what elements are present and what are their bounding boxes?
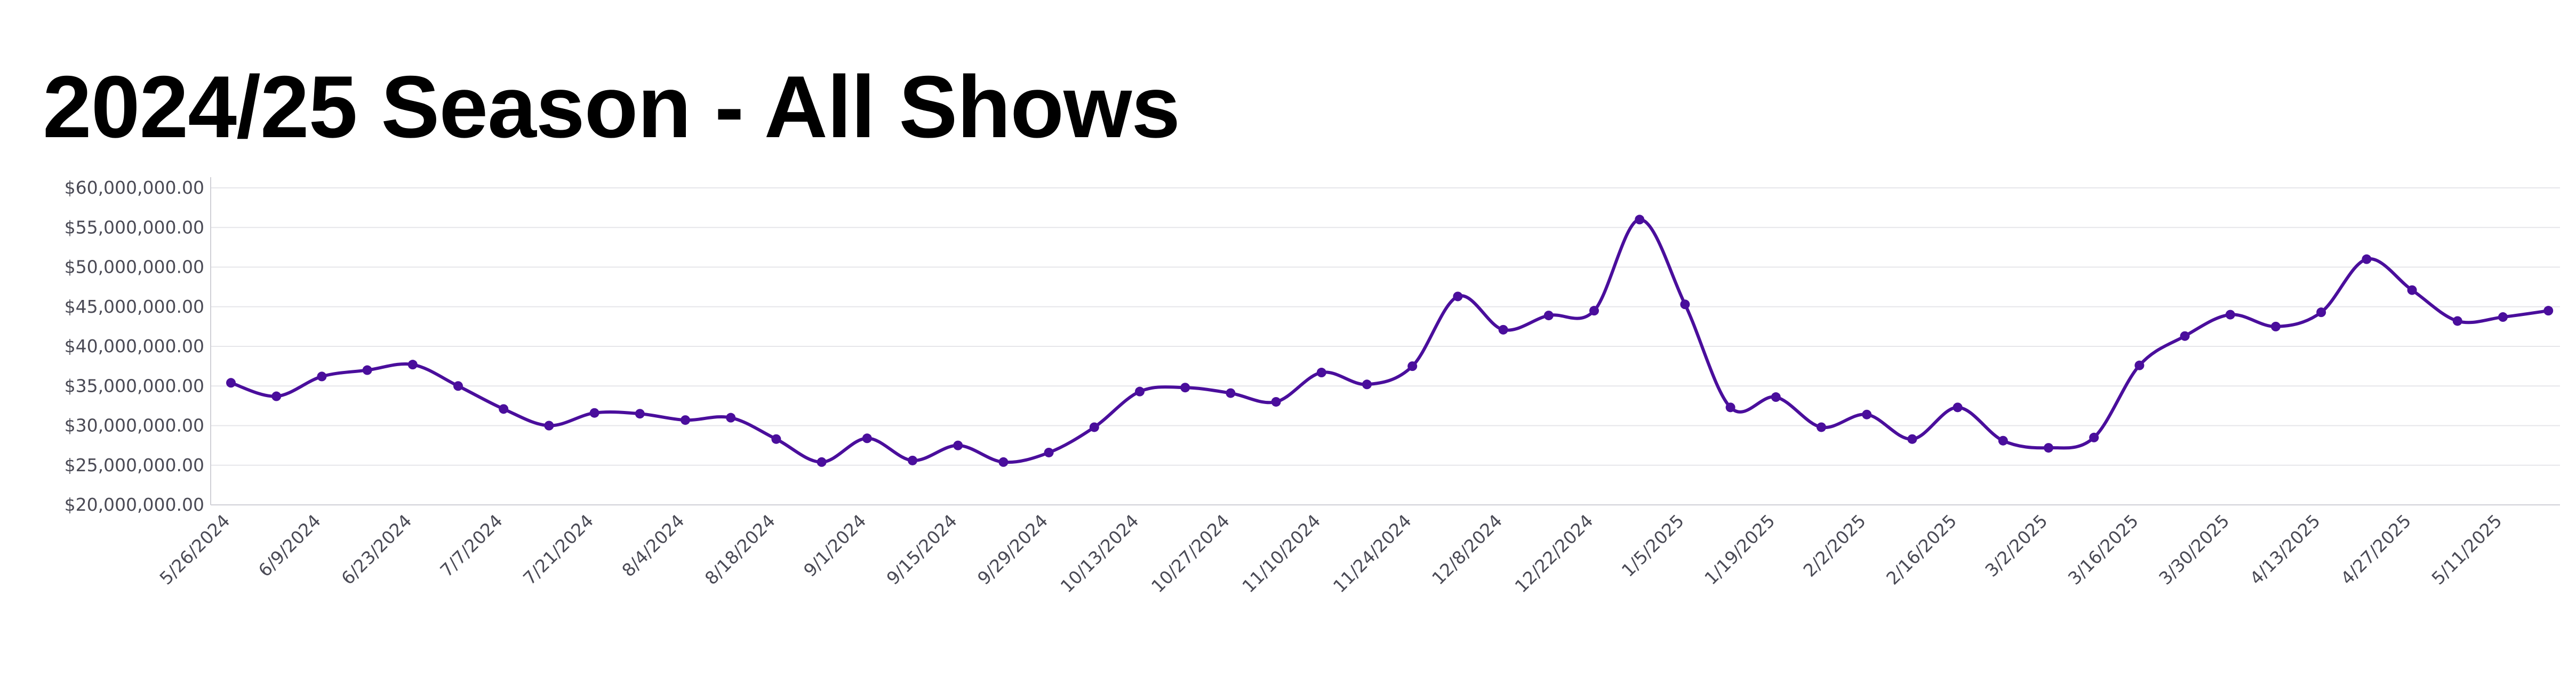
- data-point[interactable]: [1226, 388, 1236, 398]
- y-tick-label: $45,000,000.00: [65, 296, 204, 317]
- data-point[interactable]: [1453, 291, 1463, 302]
- data-point[interactable]: [2362, 254, 2372, 264]
- data-point[interactable]: [1953, 402, 1963, 413]
- x-tick-label: 9/15/2024: [883, 510, 961, 589]
- data-point[interactable]: [2044, 443, 2053, 453]
- x-tick-label: 11/24/2024: [1329, 510, 1415, 597]
- data-point[interactable]: [1362, 379, 1372, 390]
- data-point[interactable]: [1862, 409, 1872, 419]
- data-point[interactable]: [1271, 397, 1281, 407]
- data-point[interactable]: [1044, 447, 1054, 457]
- data-point[interactable]: [817, 457, 827, 467]
- data-point[interactable]: [2452, 316, 2462, 326]
- data-point[interactable]: [1135, 386, 1145, 397]
- axes: [210, 177, 2560, 505]
- x-tick-label: 1/19/2025: [1700, 510, 1779, 589]
- x-tick-label: 7/21/2024: [519, 510, 597, 589]
- x-tick-label: 9/1/2024: [799, 510, 870, 581]
- x-tick-label: 10/27/2024: [1147, 510, 1234, 597]
- data-point[interactable]: [1771, 392, 1781, 402]
- data-point[interactable]: [1543, 311, 1554, 321]
- x-tick-label: 7/7/2024: [436, 510, 506, 581]
- x-tick-label: 2/16/2025: [1882, 510, 1961, 589]
- x-tick-label: 2/2/2025: [1799, 510, 1869, 581]
- x-tick-label: 3/16/2025: [2064, 510, 2142, 589]
- data-point[interactable]: [998, 457, 1009, 467]
- data-point[interactable]: [362, 365, 372, 375]
- data-point[interactable]: [726, 413, 736, 423]
- x-tick-label: 3/30/2025: [2155, 510, 2233, 589]
- data-point[interactable]: [1907, 434, 1917, 444]
- x-axis-ticks: 5/26/2024 6/9/2024 6/23/2024 7/7/2024 7/21/2…: [155, 510, 2506, 597]
- x-tick-label: 12/22/2024: [1511, 510, 1597, 597]
- gridlines: [211, 187, 2560, 505]
- x-tick-label: 4/13/2025: [2246, 510, 2324, 589]
- x-tick-label: 1/5/2025: [1618, 510, 1688, 581]
- data-point[interactable]: [862, 433, 872, 444]
- x-tick-label: 5/26/2024: [155, 510, 234, 589]
- data-point[interactable]: [2316, 307, 2326, 318]
- y-axis-ticks: $60,000,000.00 $55,000,000.00 $50,000,000.…: [65, 177, 204, 515]
- data-point[interactable]: [953, 440, 963, 450]
- x-tick-label: 10/13/2024: [1057, 510, 1143, 597]
- x-tick-label: 4/27/2025: [2337, 510, 2415, 589]
- data-point[interactable]: [681, 415, 690, 425]
- data-point[interactable]: [1180, 383, 1190, 393]
- x-tick-label: 8/18/2024: [701, 510, 779, 589]
- data-point[interactable]: [1589, 306, 1599, 316]
- y-tick-label: $60,000,000.00: [65, 177, 204, 198]
- y-tick-label: $55,000,000.00: [65, 217, 204, 237]
- x-tick-label: 5/11/2025: [2427, 510, 2506, 589]
- series-layer: [226, 215, 2554, 467]
- data-point[interactable]: [2543, 306, 2554, 316]
- data-point[interactable]: [1316, 368, 1326, 378]
- y-tick-label: $50,000,000.00: [65, 257, 204, 278]
- data-point[interactable]: [1089, 422, 1099, 432]
- y-tick-label: $20,000,000.00: [65, 494, 204, 515]
- data-point[interactable]: [1680, 299, 1690, 310]
- data-point[interactable]: [2180, 331, 2190, 341]
- data-point[interactable]: [2498, 312, 2508, 322]
- data-point[interactable]: [1635, 215, 1645, 225]
- data-point[interactable]: [1498, 324, 1508, 335]
- data-point[interactable]: [1725, 402, 1735, 413]
- data-point[interactable]: [1998, 435, 2008, 446]
- data-point[interactable]: [2271, 321, 2281, 331]
- x-tick-label: 6/9/2024: [254, 510, 325, 581]
- x-tick-label: 9/29/2024: [973, 510, 1052, 589]
- data-point[interactable]: [2225, 310, 2235, 320]
- data-point[interactable]: [226, 378, 236, 388]
- data-point[interactable]: [453, 381, 463, 391]
- data-point[interactable]: [407, 360, 418, 370]
- x-tick-label: 3/2/2025: [1981, 510, 2051, 581]
- data-point[interactable]: [1407, 361, 1418, 371]
- data-point[interactable]: [499, 404, 509, 414]
- data-point[interactable]: [271, 391, 282, 401]
- x-tick-label: 6/23/2024: [337, 510, 415, 589]
- chart-title: 2024/25 Season - All Shows: [43, 58, 1180, 156]
- data-point[interactable]: [544, 421, 554, 431]
- data-point[interactable]: [908, 455, 917, 465]
- y-tick-label: $40,000,000.00: [65, 336, 204, 357]
- data-point[interactable]: [1817, 422, 1826, 432]
- data-point[interactable]: [589, 408, 599, 418]
- data-point[interactable]: [2134, 360, 2145, 370]
- data-point[interactable]: [2089, 432, 2099, 442]
- x-tick-label: 8/4/2024: [618, 510, 688, 581]
- x-tick-label: 11/10/2024: [1238, 510, 1324, 597]
- data-point[interactable]: [317, 371, 327, 382]
- data-point[interactable]: [2407, 285, 2417, 295]
- y-tick-label: $30,000,000.00: [65, 415, 204, 436]
- data-point[interactable]: [771, 434, 781, 444]
- x-tick-label: 12/8/2024: [1428, 510, 1506, 589]
- y-tick-label: $35,000,000.00: [65, 375, 204, 396]
- data-point[interactable]: [635, 409, 645, 419]
- y-tick-label: $25,000,000.00: [65, 455, 204, 476]
